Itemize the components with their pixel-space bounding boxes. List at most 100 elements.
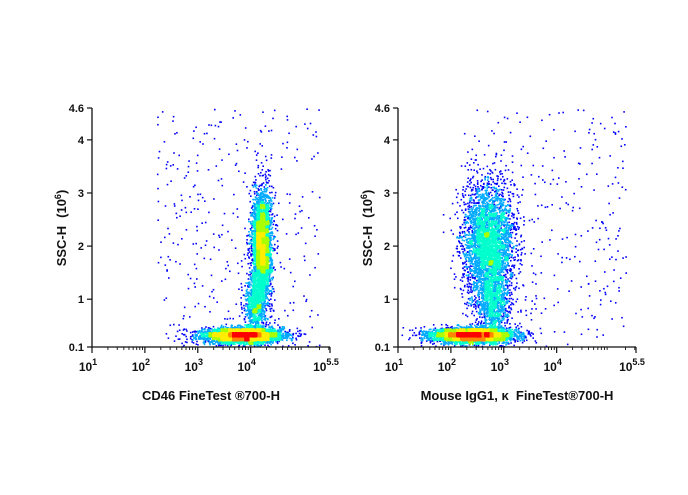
panel-1-dot: [257, 307, 259, 310]
panel-1-dot: [248, 292, 250, 294]
panel-1-dot: [270, 257, 273, 260]
panel-1-dot: [212, 330, 214, 332]
panel-1-dot: [252, 315, 254, 318]
panel-1-dot: [249, 322, 252, 325]
panel-1-dot: [210, 274, 213, 277]
panel-1-dot: [246, 304, 249, 306]
panel-1-dot: [243, 318, 246, 320]
panel-1-dot: [256, 197, 259, 199]
panel-1-dot: [245, 289, 248, 292]
panel-1-dot: [209, 343, 211, 346]
panel-1-dot: [263, 193, 266, 196]
panel-1-dot: [261, 289, 263, 292]
panel-1-dot: [249, 262, 251, 265]
panel-1-dot: [206, 339, 209, 341]
panel-1-dot: [271, 285, 274, 288]
panel-1-dot: [245, 303, 247, 305]
panel-1-dot: [270, 243, 272, 245]
panel-1-dot: [259, 195, 261, 197]
panel-1-dot: [264, 295, 267, 298]
panel-1-dot: [250, 242, 253, 245]
panel-1-dot: [268, 185, 271, 188]
panel-1-dot: [271, 260, 274, 262]
panel-1-dot: [258, 340, 260, 343]
panel-1-dot: [230, 325, 233, 328]
panel-1-dot: [181, 342, 183, 345]
panel-1-dot: [241, 312, 244, 314]
panel-1-dot: [253, 343, 256, 346]
panel-1-dot: [252, 288, 254, 291]
panel-1-dot: [255, 343, 257, 345]
panel-1-dot: [270, 298, 272, 300]
panel-1-dot: [254, 207, 256, 209]
panel-1-dot: [251, 250, 253, 252]
panel-1-dot: [315, 135, 318, 138]
panel-1-dot: [250, 271, 253, 273]
panel-1-dot: [250, 229, 253, 232]
panel-1-dot: [263, 275, 265, 278]
panel-1-dot: [265, 276, 267, 279]
panel-1-dot: [255, 295, 258, 297]
panel-1-dot: [265, 308, 267, 310]
panel-1-dot: [170, 180, 172, 182]
panel-1-dot: [309, 122, 312, 125]
panel-1-dot: [287, 332, 289, 335]
panel-1-dot: [255, 318, 258, 321]
panel-1-dot: [249, 276, 252, 278]
panel-1-dot: [236, 208, 239, 210]
panel-1-dot: [266, 296, 268, 299]
panel-1-dot: [288, 333, 290, 335]
panel-1-dot: [276, 240, 279, 242]
panel-1-dot: [254, 298, 256, 301]
panel-1-dot: [260, 201, 263, 204]
panel-1-dot: [259, 201, 261, 204]
panel-1-dot: [250, 314, 252, 316]
panel-1-dot: [178, 338, 181, 340]
panel-1-dot: [240, 297, 242, 299]
panel-1-dot: [258, 257, 260, 260]
panel-1-dot: [265, 267, 267, 269]
panel-1-dot: [261, 275, 264, 277]
panel-1-dot: [254, 324, 256, 327]
panel-1-dot: [172, 164, 174, 166]
panel-1-dot: [202, 335, 205, 338]
panel-1-dot: [226, 261, 229, 263]
panel-1-dot: [259, 293, 262, 295]
panel-1-dot: [252, 318, 255, 320]
panel-1-dot: [269, 316, 272, 319]
panel-1-dot: [267, 324, 270, 326]
panel-1-dot: [233, 341, 235, 344]
panel-1-dot: [220, 121, 222, 123]
panel-1-dot: [184, 341, 187, 343]
panel-1-dot: [247, 293, 249, 296]
panel-1-dot: [209, 327, 212, 330]
panel-1-dot: [281, 326, 284, 328]
panel-1-dot: [262, 291, 265, 293]
panel-1-dot: [244, 227, 246, 230]
panel-1-dot: [255, 342, 257, 345]
panel-1-dot: [252, 240, 255, 242]
panel-1-dot: [262, 174, 265, 177]
panel-1-dot: [261, 196, 264, 198]
panel-1-dot: [207, 327, 210, 329]
panel-1-dot: [208, 330, 210, 333]
panel-1-dot: [232, 212, 235, 215]
panel-1-dot: [269, 204, 272, 206]
panel-1-dot: [208, 329, 210, 331]
panel-1-dot: [248, 256, 250, 258]
panel-1-dot: [258, 289, 261, 292]
panel-1-dot: [165, 163, 168, 166]
panel-1-dot: [256, 344, 258, 347]
panel-1-dot: [267, 253, 269, 255]
panel-1-dot: [287, 331, 289, 334]
panel-1-dot: [186, 330, 188, 332]
panel-1-dot: [206, 332, 209, 335]
panel-1-dot: [255, 159, 258, 161]
panel-1-dot: [262, 296, 264, 299]
panel-1-dot: [253, 250, 256, 252]
panel-1-dot: [204, 200, 206, 202]
panel-1-dot: [298, 332, 301, 335]
panel-1-dot: [269, 336, 272, 339]
panel-1-dot: [178, 329, 181, 331]
